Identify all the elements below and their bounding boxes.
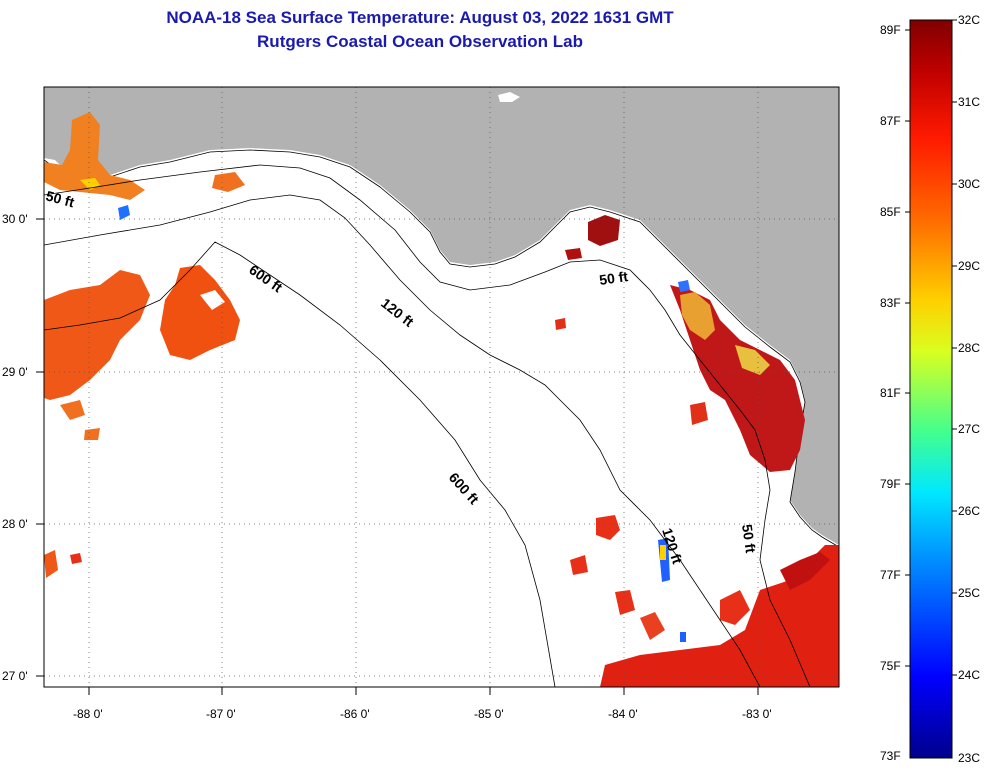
depth-contours (44, 164, 811, 687)
contour-label: 50 ft (739, 523, 759, 554)
lon-label: -88 0' (73, 707, 103, 721)
contour-label: 50 ft (44, 187, 76, 210)
lat-label: 28 0' (2, 517, 28, 531)
lat-axis-labels: 30 0' 29 0' 28 0' 27 0' (2, 212, 28, 683)
lon-axis-labels: -88 0' -87 0' -86 0' -85 0' -84 0' -83 0… (73, 707, 772, 721)
cbar-c-label: 28C (958, 341, 980, 355)
cbar-c-label: 30C (958, 177, 980, 191)
cbar-f-label: 73F (880, 749, 901, 763)
cbar-f-label: 81F (880, 386, 901, 400)
cbar-f-label: 87F (880, 114, 901, 128)
axis-ticks (36, 218, 759, 695)
land-area (44, 87, 839, 545)
cbar-f-label: 89F (880, 23, 901, 37)
cbar-f-label: 83F (880, 296, 901, 310)
lon-label: -83 0' (742, 707, 772, 721)
map-border (43, 86, 840, 688)
lat-label: 27 0' (2, 669, 28, 683)
cbar-f-label: 85F (880, 205, 901, 219)
cbar-c-label: 25C (958, 586, 980, 600)
cbar-c-label: 24C (958, 668, 980, 682)
cbar-c-label: 27C (958, 422, 980, 436)
grid-lines (44, 87, 839, 687)
map-title: NOAA-18 Sea Surface Temperature: August … (166, 8, 674, 27)
cbar-f-label: 77F (880, 568, 901, 582)
lon-label: -86 0' (340, 707, 370, 721)
lon-label: -87 0' (206, 707, 236, 721)
colorbar-gradient (909, 19, 953, 759)
contour-label: 50 ft (598, 268, 629, 288)
lat-label: 29 0' (2, 365, 28, 379)
cbar-f-label: 75F (880, 659, 901, 673)
cbar-c-label: 26C (958, 504, 980, 518)
island (498, 92, 520, 102)
lon-label: -84 0' (608, 707, 638, 721)
map-subtitle: Rutgers Coastal Ocean Observation Lab (257, 32, 583, 51)
cbar-c-label: 31C (958, 95, 980, 109)
cbar-c-label: 32C (958, 13, 980, 27)
lat-label: 30 0' (2, 212, 28, 226)
cbar-c-label: 29C (958, 259, 980, 273)
sst-patches (44, 112, 839, 687)
cbar-c-label: 23C (958, 751, 980, 765)
colorbar: 89F 87F 85F 83F 81F 79F 77F 75F 73F 32C … (880, 13, 980, 765)
cbar-f-label: 79F (880, 477, 901, 491)
lon-label: -85 0' (474, 707, 504, 721)
